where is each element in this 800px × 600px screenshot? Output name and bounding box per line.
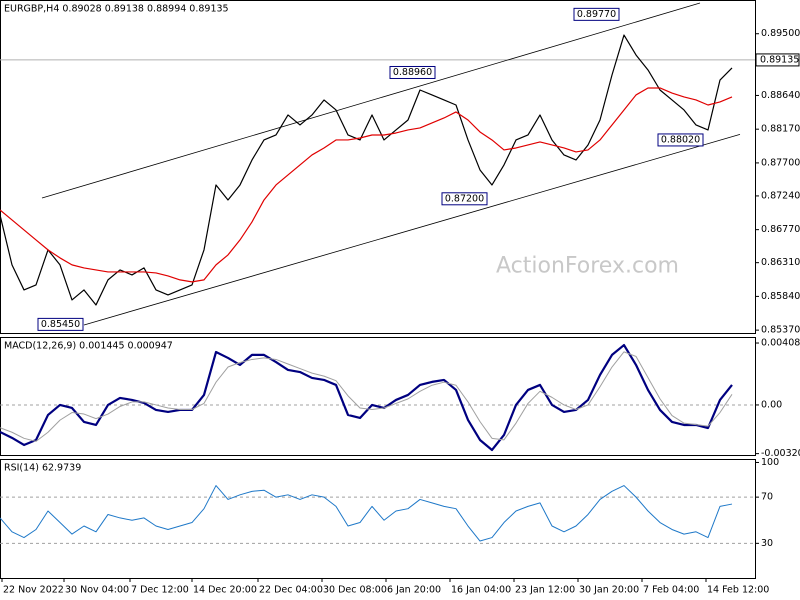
price-label: 0.85450 [41,319,80,330]
y-tick-label: 0.87700 [761,157,800,168]
x-tick-label: 22 Nov 2022 [3,585,64,596]
price-label-box [657,133,704,147]
series-line [0,34,733,306]
x-tick-label: 14 Dec 20:00 [193,585,257,596]
y-tick-label: -0.003209 [761,448,800,459]
series-line [0,351,733,442]
x-tick-label: 30 Dec 08:00 [323,585,387,596]
series-line [0,87,733,283]
series-line [0,343,733,452]
panel-title: MACD(12,26,9) 0.001445 0.000947 [4,341,173,352]
x-tick-label: 23 Jan 12:00 [515,585,575,596]
y-tick-label: 0.86770 [761,224,800,235]
y-tick-label: 0.85840 [761,291,800,302]
x-tick-label: 22 Dec 04:00 [259,585,323,596]
y-tick-label: 0.004083 [761,338,800,349]
x-tick-label: 7 Dec 12:00 [131,585,189,596]
y-tick-label: 0.86310 [761,257,800,268]
x-tick-label: 30 Nov 04:00 [65,585,129,596]
series-line [0,485,733,542]
x-tick-label: 30 Jan 20:00 [579,585,639,596]
price-label: 0.88020 [661,134,700,145]
panel-frame [0,337,756,456]
y-tick-label: 0.85370 [761,325,800,336]
y-tick-label: 0.00 [761,399,782,410]
panel-title: RSI(14) 62.9739 [4,463,81,474]
channel-line [83,133,741,326]
price-label-box [573,7,620,21]
price-label-box [37,317,84,331]
y-tick-label: 30 [761,538,773,549]
y-tick-label: 0.89500 [761,28,800,39]
y-tick-label: 100 [761,457,779,468]
price-label: 0.89770 [577,9,616,20]
price-label: 0.88960 [393,67,432,78]
y-tick-label: 70 [761,492,773,503]
watermark: ActionForex.com [496,253,679,278]
x-tick-label: 14 Feb 12:00 [707,585,769,596]
y-tick-label: 0.88170 [761,124,800,135]
panel-frame [0,0,756,334]
y-tick-label: 0.88640 [761,90,800,101]
price-label-box [441,192,488,206]
x-tick-label: 16 Jan 04:00 [451,585,511,596]
last-price-label: 0.89135 [760,54,799,65]
x-tick-label: 7 Feb 04:00 [643,585,699,596]
last-price-box [755,53,800,67]
panel-title: EURGBP,H4 0.89028 0.89138 0.88994 0.8913… [4,4,229,15]
channel-line [41,2,701,199]
y-tick-label: 0.87240 [761,190,800,201]
x-tick-label: 6 Jan 20:00 [387,585,441,596]
price-label-box [389,65,436,79]
price-label: 0.87200 [445,193,484,204]
